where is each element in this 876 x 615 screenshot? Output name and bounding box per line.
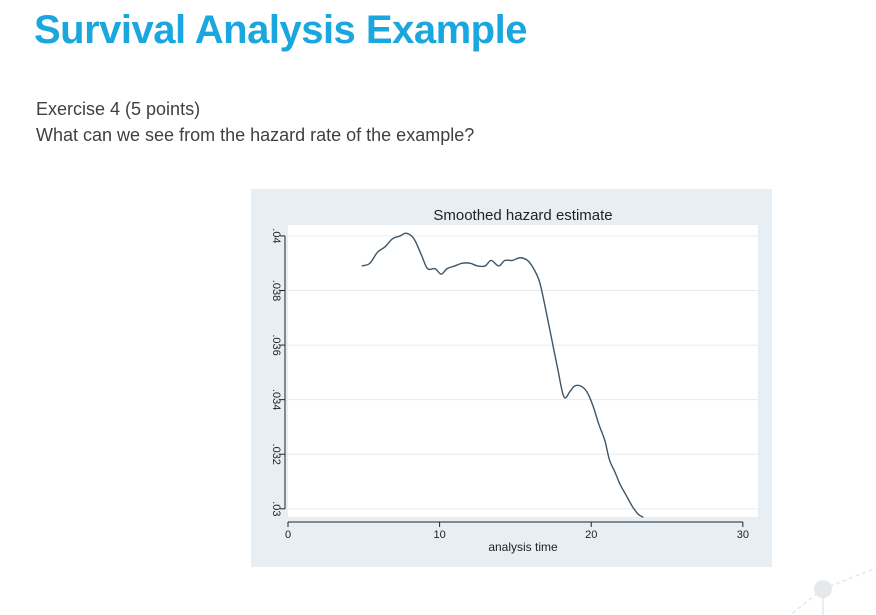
slide-title: Survival Analysis Example <box>34 8 527 52</box>
y-tick-label: .032 <box>270 444 282 465</box>
decorative-node-icon <box>814 580 832 598</box>
y-tick-label: .04 <box>270 228 282 243</box>
grid-lines <box>288 235 758 510</box>
exercise-question: What can we see from the hazard rate of … <box>36 125 475 145</box>
hazard-series-line <box>361 232 644 518</box>
x-axis-title: analysis time <box>488 540 558 554</box>
x-tick-label: 20 <box>585 529 597 541</box>
x-tick-label: 0 <box>285 529 291 541</box>
chart-title: Smoothed hazard estimate <box>433 207 612 224</box>
exercise-heading: Exercise 4 (5 points) <box>36 99 201 119</box>
hazard-chart: .03 .032 .034 .036 .038 .04 0 10 20 30 Smoothed h… <box>251 189 772 567</box>
y-tick-label: .036 <box>270 334 282 355</box>
y-tick-label: .038 <box>270 280 282 301</box>
x-tick-label: 30 <box>737 529 749 541</box>
y-tick-label: .03 <box>270 501 282 516</box>
axes: .03 .032 .034 .036 .038 .04 0 10 20 30 <box>270 228 749 541</box>
series-layer <box>361 232 644 518</box>
x-tick-label: 10 <box>433 529 445 541</box>
decorative-node-graphic <box>789 567 876 615</box>
plot-area <box>288 225 758 517</box>
hazard-chart-svg: .03 .032 .034 .036 .038 .04 0 10 20 30 Smoothed h… <box>251 189 772 567</box>
y-tick-label: .034 <box>270 389 282 410</box>
slide-body: Exercise 4 (5 points) What can we see fr… <box>36 96 474 148</box>
